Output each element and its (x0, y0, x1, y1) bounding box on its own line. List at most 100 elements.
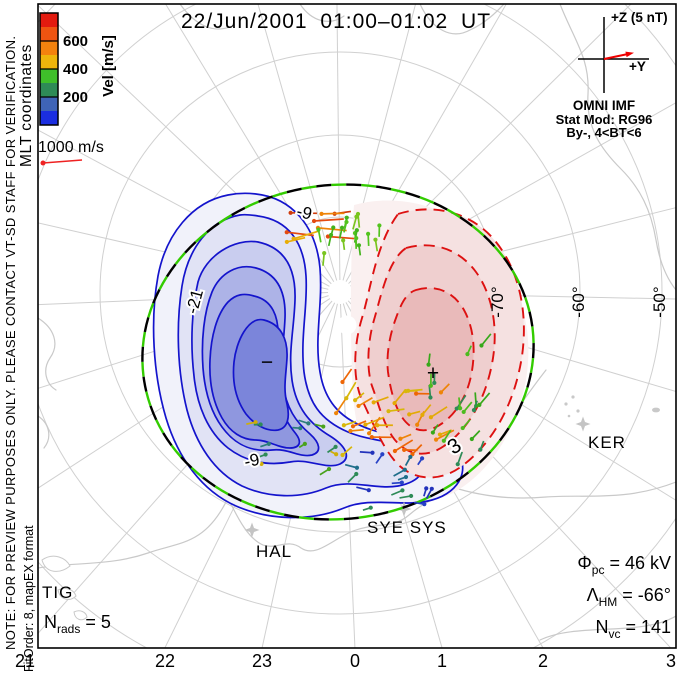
vector-dot (259, 461, 264, 466)
vector-dot (339, 225, 345, 230)
vector-tail (456, 451, 463, 465)
vector-tail (430, 406, 448, 418)
velocity-vector (460, 418, 471, 431)
vector-dot (321, 424, 326, 429)
velocity-vector (330, 450, 339, 457)
vector-dot (460, 425, 465, 431)
velocity-vector (343, 219, 349, 233)
kerguelen-islets (564, 395, 660, 418)
vector-dot (380, 452, 385, 457)
vector-tail (411, 444, 423, 455)
vector-dot (366, 431, 372, 436)
velocity-vector (363, 416, 385, 427)
coastline-bottom-right (539, 615, 676, 641)
vector-dot (344, 219, 349, 225)
velocity-vector (403, 389, 418, 394)
vector-dot (334, 411, 339, 416)
vector-tail (478, 392, 491, 406)
velocity-vectors (246, 210, 492, 512)
vector-dot (326, 466, 332, 472)
vector-dot (392, 401, 397, 406)
velocity-vector (417, 456, 425, 466)
vector-tail (393, 469, 406, 477)
fit-order-note: FitOrder: 8, mapEX format (22, 525, 36, 672)
vector-dot (344, 215, 349, 220)
vector-dot (354, 236, 359, 241)
vector-dot (284, 239, 289, 245)
vector-dot (478, 447, 483, 452)
vector-tail (435, 429, 455, 441)
coastline-top-right (559, 4, 676, 291)
vector-dot (402, 467, 407, 472)
velocity-vector (371, 396, 389, 405)
vector-tail (373, 396, 389, 404)
velocity-vector (428, 406, 448, 420)
colorbar-axis-label: Vel [m/s] (100, 35, 117, 97)
velocity-vector (284, 230, 314, 237)
vector-dot (266, 441, 271, 446)
vector-dot (408, 493, 414, 499)
velocity-vector (392, 439, 414, 454)
velocity-vector (375, 423, 393, 428)
velocity-vector (359, 450, 375, 455)
vector-dot (392, 448, 398, 454)
velocity-vector (319, 211, 345, 217)
velocity-vector (251, 461, 264, 466)
velocity-vector (397, 474, 409, 481)
vector-dot (414, 391, 419, 396)
station-label: SYE SYS (367, 518, 447, 537)
vector-dot (325, 234, 330, 239)
velocity-vector (399, 493, 414, 499)
velocity-vector (288, 210, 317, 215)
imf-y-label: +Y (629, 59, 646, 74)
pole-gap (337, 315, 357, 335)
imf-title: OMNI IMF (573, 98, 635, 113)
vector-dot (403, 389, 408, 394)
vector-dot (263, 452, 268, 457)
vector-dot (429, 486, 434, 491)
vector-dot (328, 232, 334, 238)
vector-dot (420, 412, 425, 417)
stat-phi-pc: Φpc = 46 kV (577, 553, 671, 577)
vector-tail (317, 229, 322, 243)
mlt-tick-label: 23 (252, 651, 272, 671)
coastline-top-fragment-3 (419, 4, 505, 35)
vector-dot (455, 462, 460, 467)
mlt-coordinates-note: MLT coordinates (18, 44, 35, 167)
vector-dot (375, 423, 380, 428)
velocity-vector (423, 486, 429, 497)
velocity-vector (425, 486, 434, 499)
velocity-colorbar: 600 400 200 (39, 12, 88, 126)
mlt-tick-label: 0 (350, 651, 360, 671)
mlt-tick-label: 22 (155, 651, 175, 671)
velocity-vector (479, 333, 492, 348)
mlt-tick-label: 1 (437, 651, 447, 671)
mlt-meridian (340, 303, 356, 648)
vector-dot (399, 480, 404, 485)
vector-dot (371, 400, 376, 405)
vector-tail (286, 236, 306, 243)
imf-z-label: +Z (5 nT) (611, 10, 668, 25)
vector-dot (407, 412, 412, 417)
island-3 (73, 610, 88, 621)
station-label: KER (588, 433, 626, 452)
vector-tail (322, 253, 326, 266)
vector-dot (258, 422, 263, 427)
vector-dot (284, 230, 289, 235)
vector-dot (291, 236, 296, 241)
coastline-branch-east (451, 481, 676, 499)
velocity-vector (404, 454, 413, 466)
velocity-vector (352, 214, 359, 230)
mlt-tick-label: 2 (538, 651, 548, 671)
velocity-vector (393, 467, 407, 477)
velocity-vector (284, 236, 306, 245)
vector-dot (377, 223, 382, 228)
colorbar-segment (40, 69, 58, 83)
vector-dot (341, 238, 346, 243)
vector-tail (343, 420, 357, 427)
velocity-vector (375, 452, 385, 464)
mlt-meridian (257, 4, 338, 281)
vector-dot (373, 237, 378, 242)
hm-boundary-green (141, 183, 535, 521)
